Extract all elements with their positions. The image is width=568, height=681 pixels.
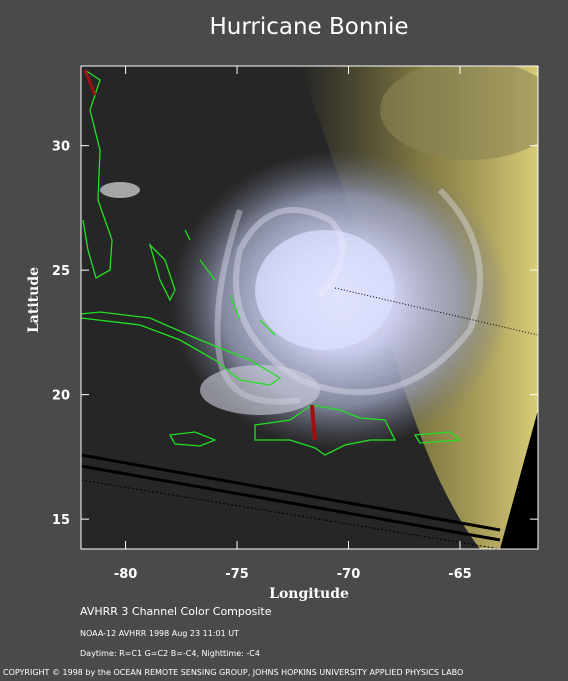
x-axis-label: Longitude [269, 586, 349, 602]
title: Hurricane Bonnie [209, 14, 408, 40]
x-tick-label: -70 [337, 567, 361, 582]
satellite-image [81, 66, 538, 549]
x-tick-label: -75 [225, 567, 249, 582]
caption: NOAA-12 AVHRR 1998 Aug 23 11:01 UT [80, 629, 239, 638]
plot-frame [80, 65, 539, 550]
y-tick-label: 20 [52, 389, 70, 404]
caption: Daytime: R=C1 G=C2 B=-C4, Nighttime: -C4 [80, 649, 260, 658]
x-tick-label: -65 [448, 567, 472, 582]
copyright: COPYRIGHT © 1998 by the OCEAN REMOTE SEN… [3, 668, 463, 677]
axes: -80 -75 -70 -65 15 20 25 30 [52, 66, 538, 582]
x-tick-label: -80 [114, 567, 138, 582]
y-tick-label: 30 [52, 140, 70, 155]
y-tick-label: 15 [52, 513, 70, 528]
caption: AVHRR 3 Channel Color Composite [80, 605, 272, 618]
y-axis-label: Latitude [26, 267, 42, 333]
y-tick-label: 25 [52, 264, 70, 279]
